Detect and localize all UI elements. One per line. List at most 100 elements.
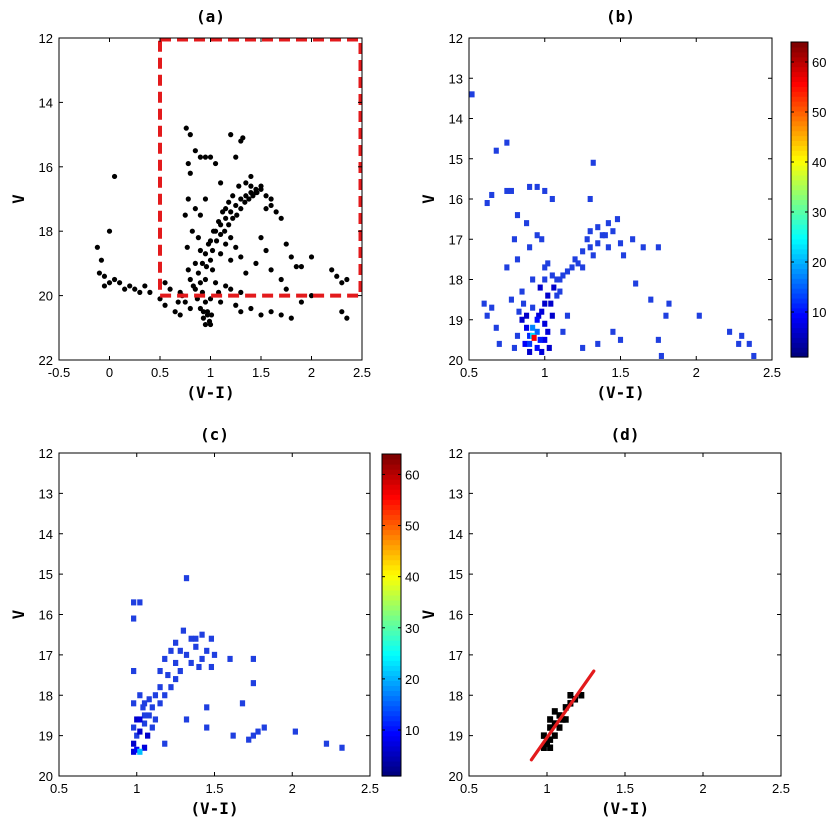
data-point (238, 289, 244, 295)
data-point (228, 235, 234, 241)
data-point (288, 254, 294, 260)
density-cell (614, 216, 621, 223)
density-cell (141, 720, 148, 727)
colorbar-segment (382, 499, 401, 505)
density-cell (146, 696, 152, 703)
data-point (238, 206, 244, 212)
density-cell (727, 328, 733, 335)
density-cell (292, 728, 298, 735)
density-cell (520, 300, 527, 307)
data-point (226, 199, 232, 205)
density-cell (530, 324, 536, 331)
density-cell (542, 336, 548, 343)
density-cell (496, 340, 502, 347)
density-cell (131, 615, 137, 622)
data-point (293, 264, 299, 270)
colorbar-segment (382, 620, 401, 626)
y-tick-label: 18 (39, 224, 53, 239)
density-cell (188, 635, 194, 642)
y-axis-label: V (419, 194, 438, 204)
colorbar-segment (791, 56, 808, 63)
density-cell (545, 328, 551, 335)
colorbar-segment (791, 248, 808, 255)
colorbar-segment (382, 640, 401, 646)
data-point (226, 222, 232, 228)
colorbar: 10 20 30 40 50 60 (381, 453, 419, 777)
data-point (184, 244, 190, 250)
colorbar-segment (791, 283, 808, 289)
data-point (187, 170, 193, 176)
density-cell (152, 692, 159, 699)
data-point (187, 276, 193, 283)
x-axis-label: (V-I) (601, 799, 649, 818)
colorbar-segment (382, 519, 401, 526)
colorbar-segment (791, 302, 808, 309)
density-cell (633, 280, 639, 287)
data-point (258, 235, 264, 241)
data-point (228, 286, 234, 292)
colorbar-segment (382, 690, 401, 697)
density-cell (481, 300, 487, 307)
density-cell (548, 300, 554, 307)
data-point (233, 302, 239, 308)
colorbar-segment (382, 630, 401, 636)
data-point (258, 183, 264, 189)
density-cell (587, 195, 593, 203)
density-cell (554, 292, 560, 299)
colorbar-segment (791, 125, 808, 132)
y-tick-label: 20 (449, 353, 463, 368)
colorbar-tick-label: 30 (405, 621, 419, 636)
density-cell (199, 655, 205, 662)
data-point (177, 312, 183, 318)
density-cell (149, 724, 155, 731)
density-cell (537, 284, 543, 291)
colorbar: 10 20 30 40 50 60 (790, 41, 826, 358)
data-point (200, 315, 207, 321)
density-cell (587, 244, 593, 251)
data-point (207, 154, 214, 160)
density-cell (534, 344, 540, 351)
selected-bin (540, 732, 547, 739)
selected-bin (559, 716, 566, 723)
data-point (195, 270, 201, 276)
density-cell (620, 252, 627, 259)
density-cell (539, 236, 545, 243)
data-point (209, 267, 216, 273)
y-tick-label: 12 (39, 446, 53, 461)
colorbar-segment (382, 755, 401, 762)
colorbar-segment (791, 66, 808, 73)
density-cell (560, 328, 566, 335)
selected-bin (547, 724, 554, 731)
density-cell (511, 236, 518, 243)
colorbar-segment (791, 184, 808, 191)
selected-bin (556, 712, 563, 719)
data-point (147, 289, 153, 295)
density-cell (239, 700, 246, 707)
colorbar-segment (791, 337, 808, 343)
colorbar-tick-label: 20 (812, 255, 826, 270)
density-cell (580, 344, 586, 351)
density-cell (751, 352, 757, 359)
y-tick-label: 19 (449, 729, 463, 744)
data-point (308, 293, 315, 299)
colorbar-segment (382, 494, 401, 500)
data-point (248, 183, 254, 189)
data-point (106, 280, 113, 286)
data-point (197, 154, 203, 160)
selected-bin (540, 744, 547, 751)
y-tick-label: 20 (39, 289, 53, 304)
colorbar-segment (382, 675, 401, 682)
colorbar-segment (382, 484, 401, 490)
data-point (344, 315, 350, 321)
panel-title: (b) (606, 7, 635, 26)
data-point (218, 299, 224, 305)
colorbar-tick-label: 20 (405, 672, 419, 687)
marks-a (94, 125, 350, 328)
density-cell (141, 744, 148, 751)
density-cell (572, 256, 578, 263)
colorbar-segment (791, 322, 808, 329)
colorbar-segment (791, 204, 808, 210)
y-tick-label: 18 (449, 688, 463, 703)
density-cell (658, 352, 664, 359)
